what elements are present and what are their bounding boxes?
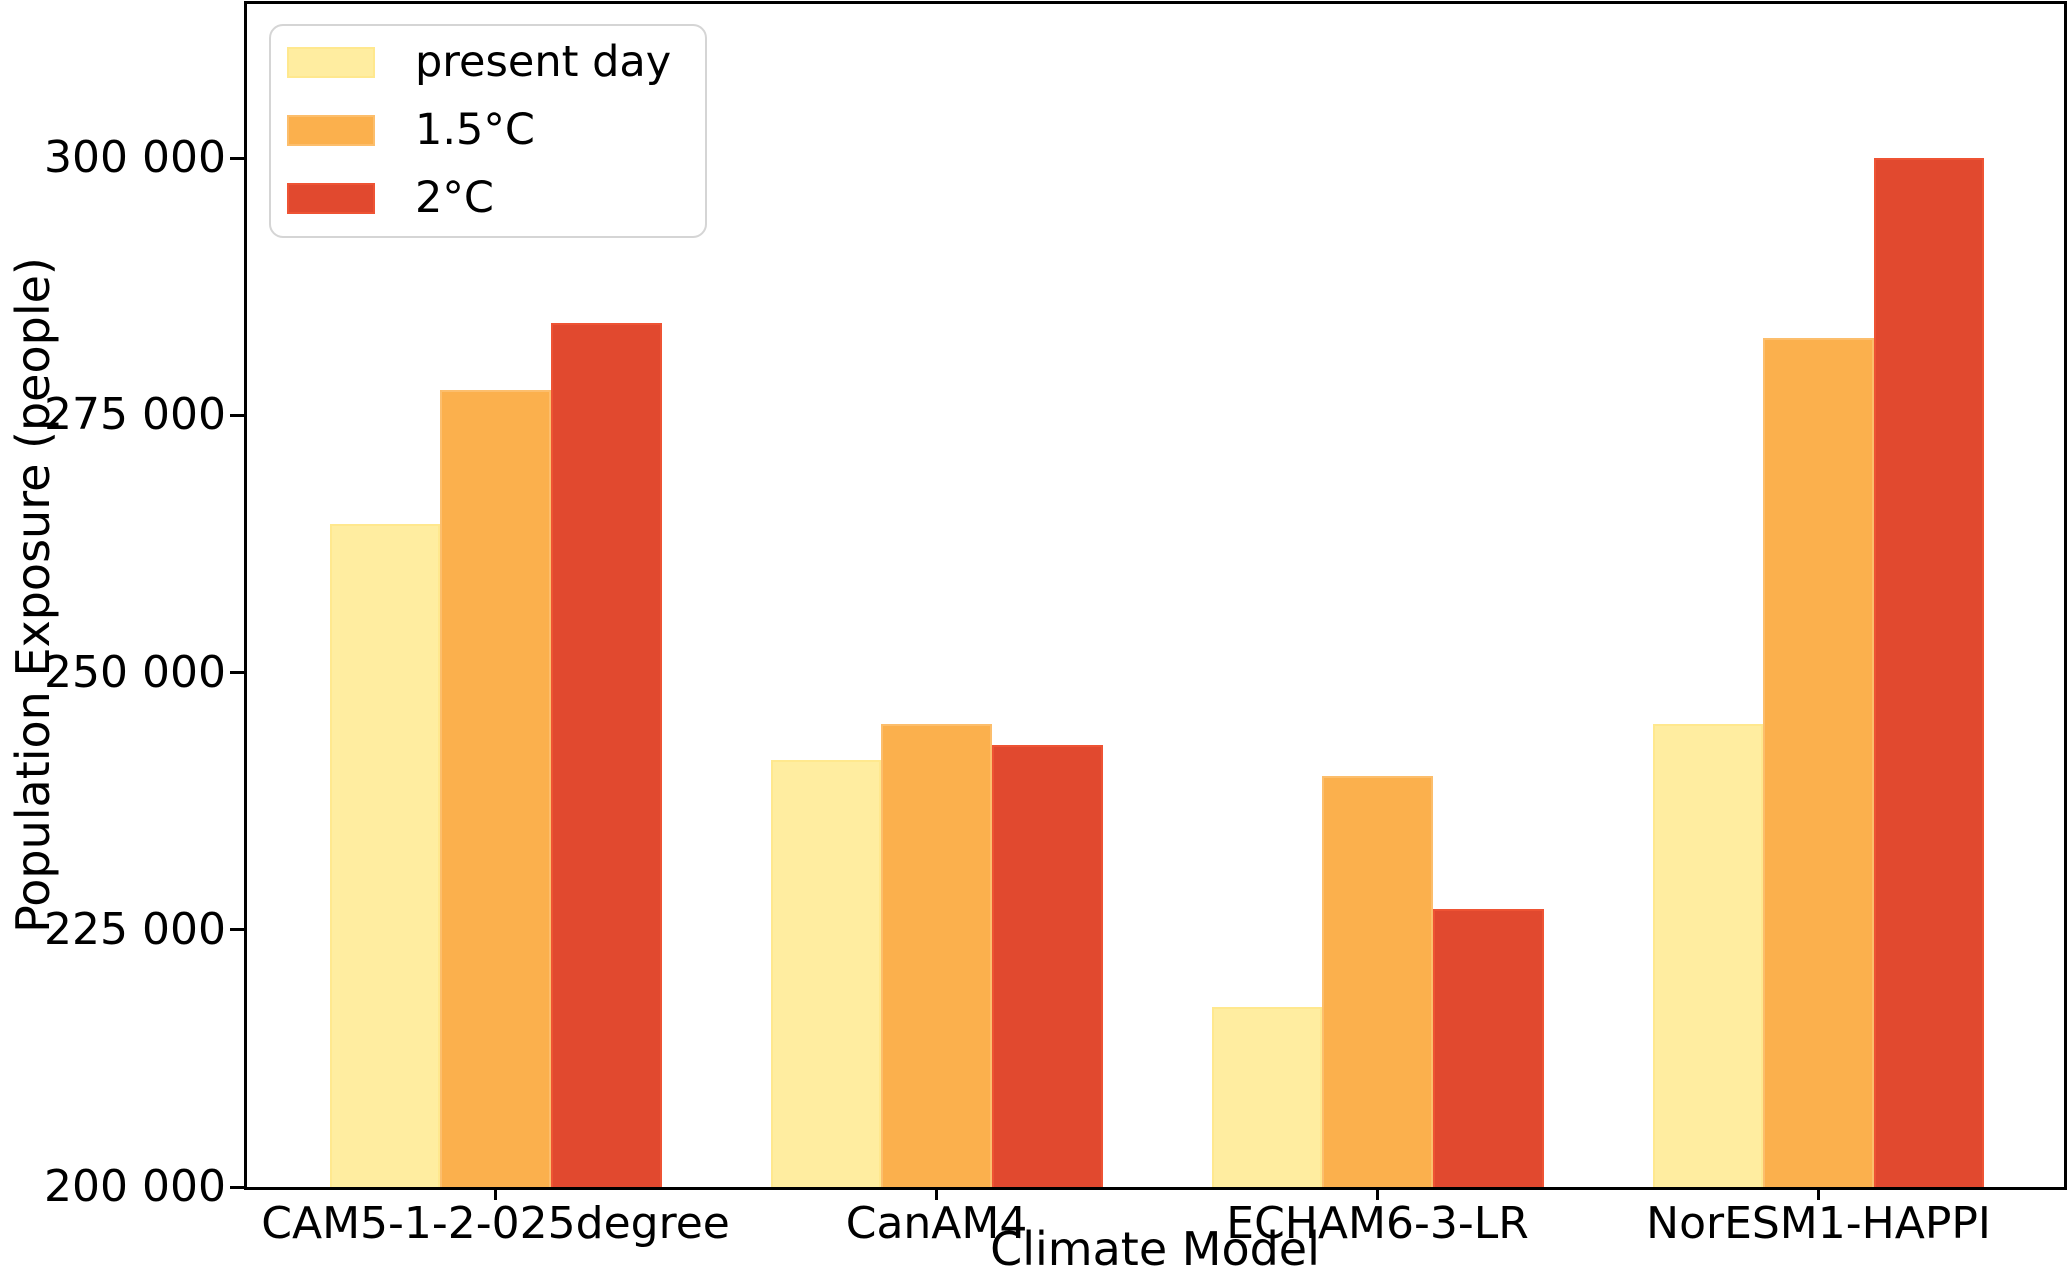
bar-echam6-3-lr-1-5-c — [1322, 775, 1433, 1187]
legend-label: 2°C — [415, 173, 494, 223]
y-tick — [230, 1185, 244, 1189]
bar-canam4-present-day — [770, 760, 882, 1187]
x-tick — [494, 1187, 498, 1200]
legend-item-present-day: present day — [287, 37, 672, 87]
legend-label: 1.5°C — [415, 105, 535, 155]
bar-noresm1-happi-2-c — [1873, 158, 1985, 1187]
y-tick — [230, 156, 244, 160]
x-tick — [935, 1187, 939, 1200]
y-axis-title: Population Exposure (people) — [6, 257, 60, 933]
x-tick-label-cam5-1-2-025degree: CAM5-1-2-025degree — [261, 1198, 730, 1249]
y-tick-label: 275 000 — [44, 389, 226, 441]
y-tick — [230, 671, 244, 675]
x-tick — [1376, 1187, 1380, 1200]
x-tick-label-noresm1-happi: NorESM1-HAPPI — [1646, 1198, 1991, 1249]
bar-canam4-2-c — [991, 744, 1103, 1187]
y-tick-label: 250 000 — [44, 646, 226, 698]
legend-swatch-1-5-c — [287, 114, 375, 146]
bar-echam6-3-lr-present-day — [1211, 1006, 1323, 1187]
legend-swatch-2-c — [287, 182, 375, 214]
legend-swatch-present-day — [287, 46, 375, 78]
bar-echam6-3-lr-2-c — [1432, 909, 1544, 1187]
bar-cam5-1-2-025degree-2-c — [550, 322, 662, 1187]
bar-noresm1-happi-1-5-c — [1763, 338, 1874, 1187]
y-tick-label: 300 000 — [44, 132, 226, 184]
bar-noresm1-happi-present-day — [1652, 724, 1764, 1187]
bar-cam5-1-2-025degree-1-5-c — [440, 389, 551, 1187]
y-tick — [230, 413, 244, 417]
y-tick-label: 225 000 — [44, 903, 226, 955]
x-tick-label-echam6-3-lr: ECHAM6-3-LR — [1226, 1198, 1529, 1249]
bar-canam4-1-5-c — [881, 724, 992, 1187]
legend-item-1-5-c: 1.5°C — [287, 105, 671, 155]
bar-cam5-1-2-025degree-present-day — [329, 523, 441, 1187]
x-tick — [1817, 1187, 1821, 1200]
legend: present day 1.5°C 2°C — [269, 24, 708, 238]
x-axis-title: Climate Model — [990, 1222, 1320, 1276]
legend-label: present day — [415, 37, 672, 87]
y-tick-label: 200 000 — [44, 1161, 226, 1212]
plot-area — [244, 1, 2067, 1190]
legend-item-2-c: 2°C — [287, 173, 671, 223]
y-tick — [230, 928, 244, 932]
x-tick-label-canam4: CanAM4 — [845, 1198, 1028, 1249]
